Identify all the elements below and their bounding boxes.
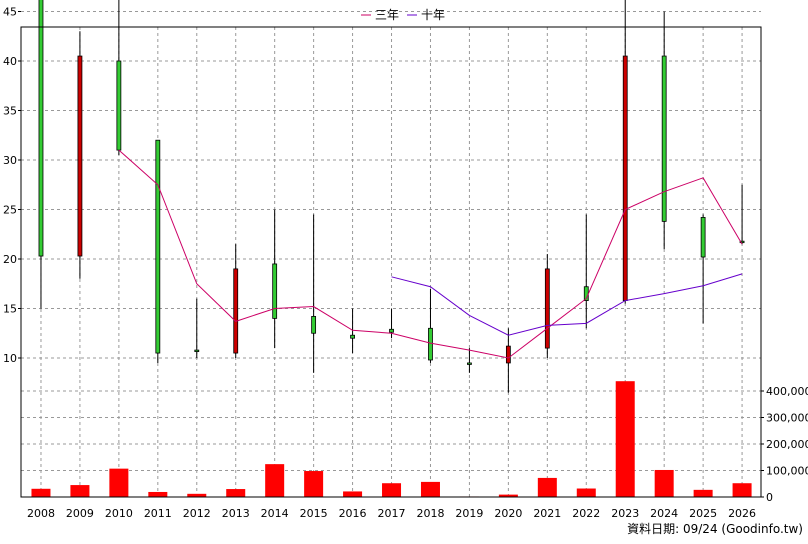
legend-label: 十年: [421, 8, 445, 22]
volume-bar: [654, 469, 674, 497]
data-date-footer: 資料日期: 09/24 (Goodinfo.tw): [627, 522, 803, 536]
candle-body: [272, 263, 278, 319]
year-tick-label: 2024: [650, 507, 678, 520]
price-tick-label: 25: [3, 204, 17, 217]
volume-bar: [732, 483, 752, 497]
price-tick-label: 35: [3, 105, 17, 118]
candle-body: [194, 349, 200, 352]
volume-bar: [304, 471, 324, 497]
year-tick-label: 2011: [144, 507, 172, 520]
plot-border: [20, 26, 762, 498]
candle-body: [38, 0, 44, 257]
year-tick-label: 2017: [378, 507, 406, 520]
volume-bar: [70, 485, 90, 497]
candle-body: [622, 55, 628, 301]
moving-average-lines: [118, 149, 743, 359]
price-tick-label: 10: [3, 352, 17, 365]
year-tick-label: 2009: [66, 507, 94, 520]
year-tick-label: 2012: [183, 507, 211, 520]
volume-tick-label: 400,000: [766, 385, 808, 398]
year-tick-label: 2008: [27, 507, 55, 520]
candle-body: [77, 55, 83, 257]
volume-tick-label: 100,000: [766, 465, 808, 478]
volume-bar: [420, 481, 440, 497]
volume-bar: [109, 468, 129, 497]
candle-body: [700, 217, 706, 258]
candle-body: [467, 362, 472, 365]
year-tick-label: 2010: [105, 507, 133, 520]
price-axis-ticks: 1015202530354045505560657075: [3, 6, 21, 365]
year-tick-label: 2025: [689, 507, 717, 520]
year-tick-label: 2022: [572, 507, 600, 520]
candle-body: [428, 327, 433, 361]
candle-body: [311, 316, 317, 334]
candle-body: [661, 55, 667, 222]
volume-bar: [693, 489, 713, 497]
candle-body: [350, 334, 355, 339]
candle-body: [155, 139, 161, 354]
chart-legend: 三年 十年: [361, 8, 445, 22]
price-tick-label: 30: [3, 154, 17, 167]
volume-bar: [187, 493, 207, 497]
volume-bar: [382, 483, 402, 497]
plot-frames: [20, 26, 762, 498]
year-tick-label: 2026: [728, 507, 756, 520]
candlesticks: [38, 0, 745, 393]
candle-body: [116, 60, 122, 151]
volume-bar: [343, 491, 363, 497]
volume-bar: [615, 381, 635, 497]
year-tick-label: 2018: [416, 507, 444, 520]
volume-grid: [21, 380, 761, 497]
volume-bar: [265, 464, 285, 497]
year-tick-label: 2021: [533, 507, 561, 520]
candle-body: [389, 328, 394, 333]
year-tick-label: 2016: [339, 507, 367, 520]
volume-bar: [537, 477, 557, 497]
year-tick-label: 2023: [611, 507, 639, 520]
price-grid: [21, 11, 761, 380]
ma-line: [391, 273, 743, 336]
year-tick-label: 2013: [222, 507, 250, 520]
candle-body: [505, 345, 511, 364]
volume-bar: [576, 488, 596, 497]
year-tick-label: 2019: [455, 507, 483, 520]
year-tick-label: 2020: [494, 507, 522, 520]
volume-bar: [498, 494, 518, 497]
volume-tick-label: 300,000: [766, 412, 808, 425]
price-tick-label: 15: [3, 303, 17, 316]
volume-bar: [31, 488, 51, 497]
price-tick-label: 45: [3, 6, 17, 19]
volume-axis-ticks: 0 100,000 200,000 300,000 400,000: [761, 385, 808, 504]
year-tick-label: 2014: [261, 507, 289, 520]
candle-body: [739, 240, 745, 244]
legend-label: 三年: [375, 8, 399, 22]
volume-bar: [226, 489, 246, 497]
ma-line: [118, 149, 743, 359]
candle-body: [233, 268, 239, 354]
volume-tick-label: 0: [766, 491, 773, 504]
volume-bar: [148, 491, 168, 497]
price-tick-label: 20: [3, 253, 17, 266]
volume-tick-label: 200,000: [766, 438, 808, 451]
candle-body: [544, 268, 550, 349]
year-tick-label: 2015: [300, 507, 328, 520]
price-tick-label: 40: [3, 55, 17, 68]
year-axis-ticks: 2008 2009 2010 2011 2012 2013 2014 2015 2016 2017…: [27, 507, 756, 520]
